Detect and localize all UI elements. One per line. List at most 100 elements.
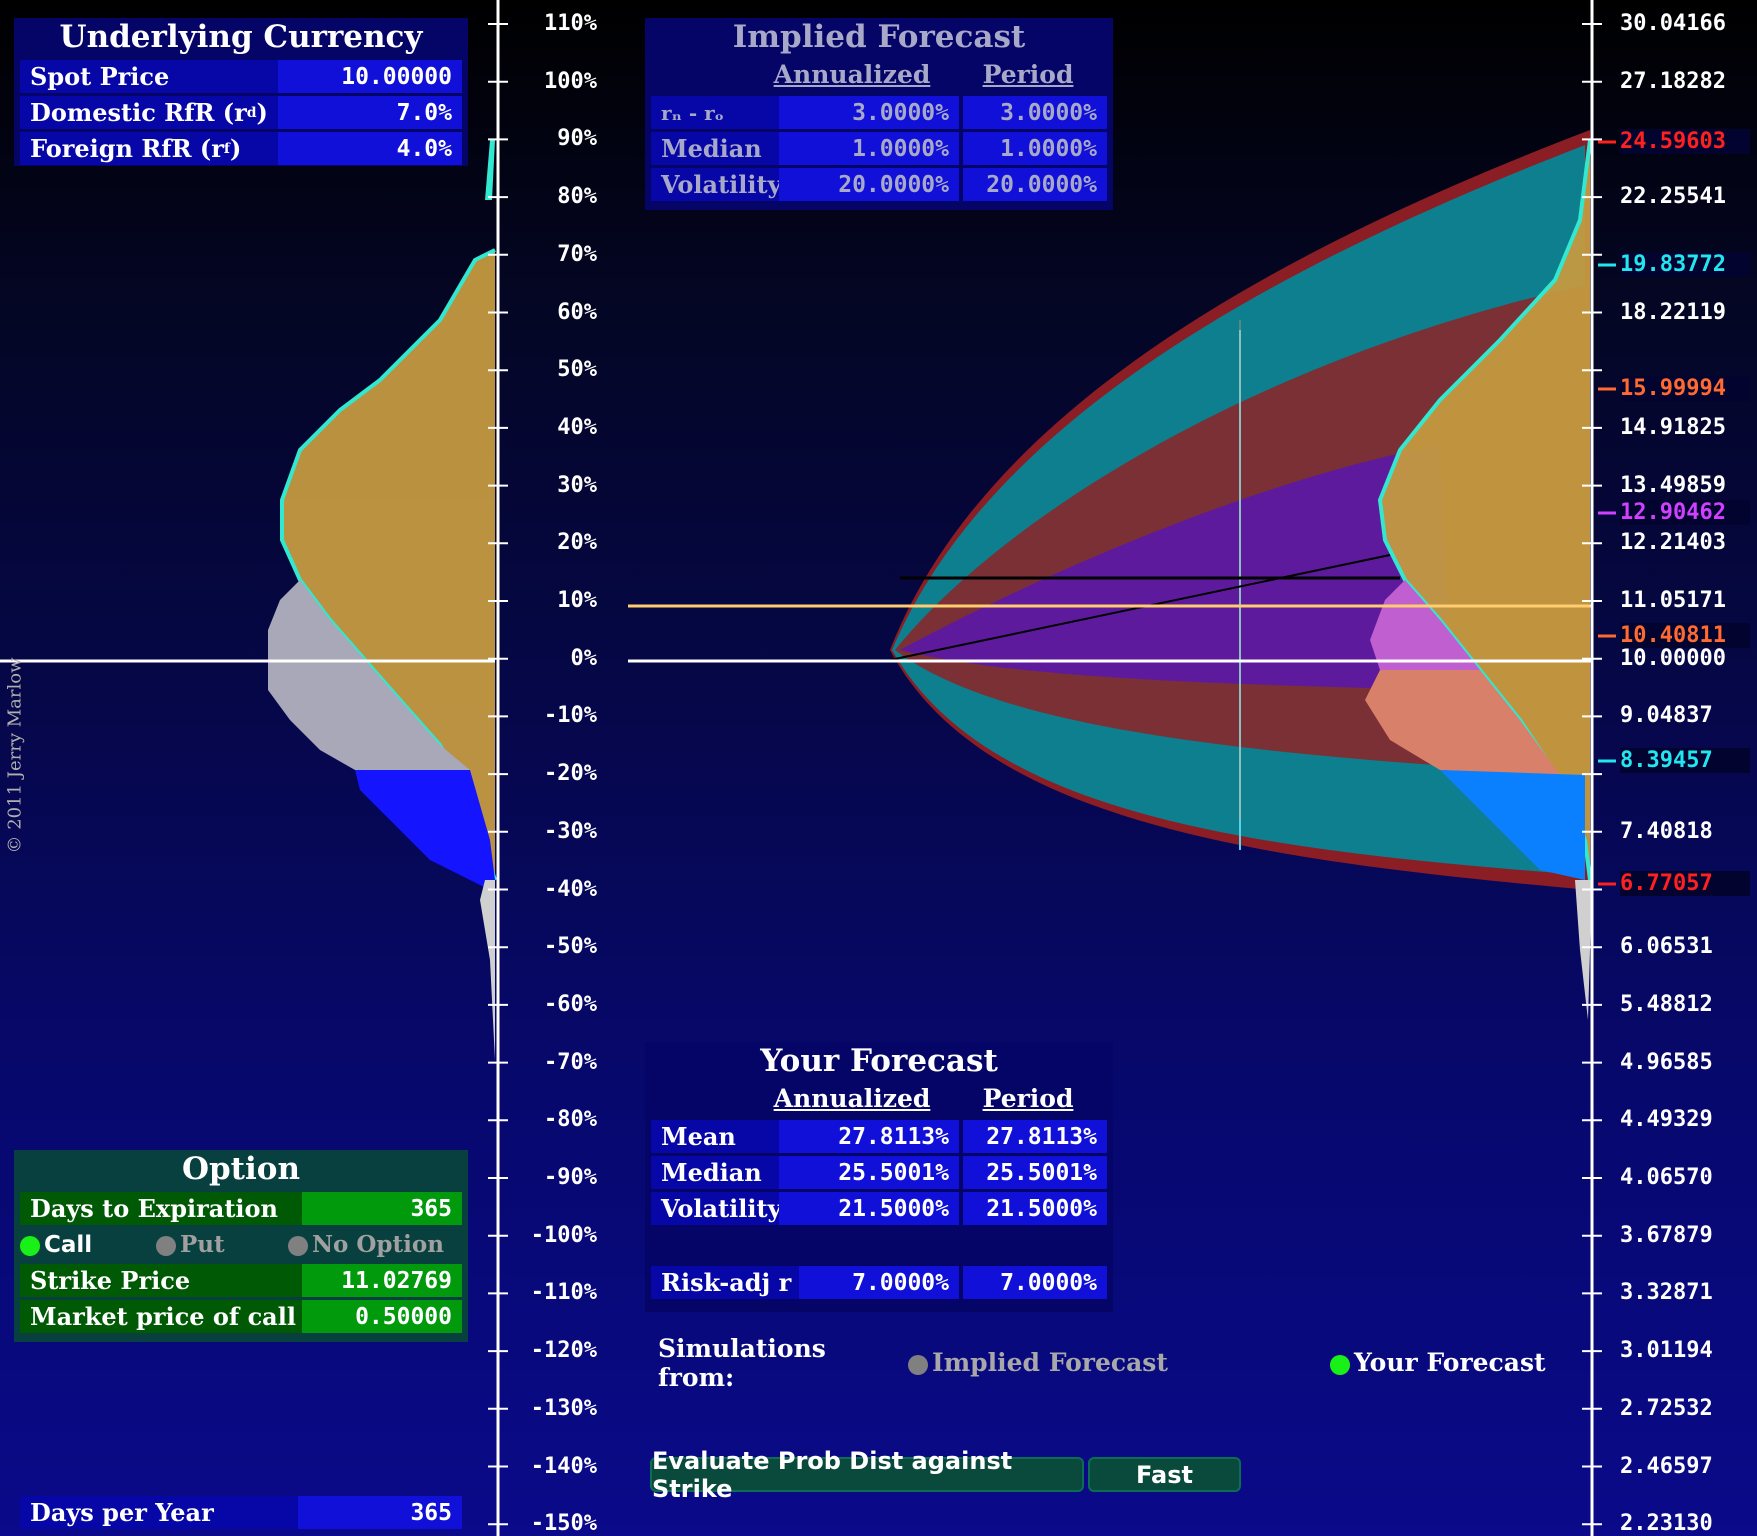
domestic-rfr-text: Domestic RfR (r xyxy=(30,98,247,127)
percent-tick-label: 40% xyxy=(557,414,597,440)
market-price-input[interactable]: 0.50000 xyxy=(302,1300,462,1333)
foreign-rfr-input[interactable]: 4.0% xyxy=(278,132,462,165)
foreign-rfr-text: Foreign RfR (r xyxy=(30,134,224,163)
price-tick-label: 3.01194 xyxy=(1620,1338,1713,1364)
simulations-row: Simulations from: Implied Forecast Your … xyxy=(658,1334,1578,1392)
price-tick-label: 13.49859 xyxy=(1620,472,1726,498)
price-tick-label: 6.06531 xyxy=(1620,934,1713,960)
fan-chart xyxy=(889,130,1590,890)
price-tick-label: 3.32871 xyxy=(1620,1280,1713,1306)
your-forecast-title: Your Forecast xyxy=(760,1043,998,1079)
price-tick-label: 4.49329 xyxy=(1620,1107,1713,1133)
your-median-annual[interactable]: 25.5001% xyxy=(779,1156,959,1189)
percent-tick-label: 100% xyxy=(544,68,597,94)
price-tick-label: 7.40818 xyxy=(1620,818,1713,844)
implied-rdrf-label: rₙ - rₒ xyxy=(651,96,779,129)
your-median-period[interactable]: 25.5001% xyxy=(963,1156,1107,1189)
days-per-year-label: Days per Year xyxy=(20,1496,298,1529)
days-per-year-input[interactable]: 365 xyxy=(298,1496,462,1529)
sim-yours-radio[interactable]: Your Forecast xyxy=(1330,1348,1546,1377)
call-label: Call xyxy=(44,1232,93,1258)
percent-tick-label: -120% xyxy=(530,1338,597,1364)
percent-tick-label: -80% xyxy=(544,1107,597,1133)
percent-tick-label: 110% xyxy=(544,11,597,36)
your-col-annualized: Annualized xyxy=(773,1084,931,1113)
price-tick-label: 22.25541 xyxy=(1620,184,1726,210)
percent-tick-label: 0% xyxy=(570,645,598,671)
your-volatility-period[interactable]: 21.5000% xyxy=(963,1192,1107,1225)
implied-volatility-annual: 20.0000% xyxy=(779,168,959,201)
right-distribution xyxy=(1365,139,1592,1020)
percent-tick-label: -50% xyxy=(544,934,597,960)
your-volatility-label: Volatility xyxy=(651,1192,782,1225)
market-price-label: Market price of call xyxy=(20,1300,302,1333)
price-marker-label: 24.59603 xyxy=(1620,129,1750,154)
price-marker-label: 19.83772 xyxy=(1620,252,1750,277)
put-radio[interactable]: Put xyxy=(156,1231,288,1258)
price-tick-label: 2.72532 xyxy=(1620,1395,1713,1421)
implied-forecast-panel: Implied Forecast Annualized Period rₙ - … xyxy=(645,18,1113,210)
spot-price-input[interactable]: 10.00000 xyxy=(278,60,462,93)
strike-price-label: Strike Price xyxy=(20,1264,302,1297)
price-tick-label: 3.67879 xyxy=(1620,1222,1713,1248)
price-tick-label: 18.22119 xyxy=(1620,299,1726,325)
left-distribution xyxy=(268,140,497,1060)
strike-price-input[interactable]: 11.02769 xyxy=(302,1264,462,1297)
percent-tick-label: -20% xyxy=(544,761,597,787)
price-tick-label: 9.04837 xyxy=(1620,703,1713,729)
implied-title: Implied Forecast xyxy=(732,19,1026,55)
your-mean-label: Mean xyxy=(651,1120,779,1153)
domestic-rfr-input[interactable]: 7.0% xyxy=(278,96,462,129)
percent-tick-label: -60% xyxy=(544,991,597,1017)
percent-tick-label: -140% xyxy=(530,1453,597,1479)
percent-tick-label: -40% xyxy=(544,876,597,902)
percent-tick-label: -150% xyxy=(530,1511,597,1536)
sim-yours-radio-icon xyxy=(1330,1354,1350,1375)
fast-button[interactable]: Fast xyxy=(1088,1457,1241,1492)
percent-tick-label: 90% xyxy=(557,126,597,152)
price-tick-label: 2.23130 xyxy=(1620,1511,1713,1536)
your-mean-annual[interactable]: 27.8113% xyxy=(779,1120,959,1153)
implied-rdrf-annual: 3.0000% xyxy=(779,96,959,129)
no-option-radio[interactable]: No Option xyxy=(288,1231,444,1258)
percent-tick-label: -110% xyxy=(530,1280,597,1306)
percent-tick-label: -70% xyxy=(544,1049,597,1075)
percent-tick-label: 60% xyxy=(557,299,597,325)
risk-adj-label: Risk-adj r xyxy=(651,1266,799,1299)
put-label: Put xyxy=(180,1231,225,1258)
underlying-currency-panel: Underlying Currency Spot Price 10.00000 … xyxy=(14,18,468,166)
days-expiration-label: Days to Expiration xyxy=(20,1192,302,1225)
spot-price-label: Spot Price xyxy=(20,60,278,93)
implied-median-annual: 1.0000% xyxy=(779,132,959,165)
price-tick-label: 4.06570 xyxy=(1620,1165,1713,1190)
risk-adj-period[interactable]: 7.0000% xyxy=(963,1266,1107,1299)
evaluate-button[interactable]: Evaluate Prob Dist against Strike xyxy=(650,1447,1084,1503)
percent-tick-label: 20% xyxy=(557,530,597,556)
call-radio-icon xyxy=(20,1236,40,1256)
percent-tick-label: 70% xyxy=(557,241,597,267)
risk-adj-annual[interactable]: 7.0000% xyxy=(799,1266,959,1299)
price-tick-label: 11.05171 xyxy=(1620,588,1726,613)
sim-implied-radio[interactable]: Implied Forecast xyxy=(908,1348,1330,1377)
your-volatility-annual[interactable]: 21.5000% xyxy=(779,1192,959,1225)
your-forecast-panel: Your Forecast Annualized Period Mean 27.… xyxy=(645,1042,1113,1312)
price-marker-label: 8.39457 xyxy=(1620,748,1750,773)
price-marker-label: 6.77057 xyxy=(1620,871,1750,896)
price-tick-label: 2.46597 xyxy=(1620,1453,1713,1479)
call-radio[interactable]: Call xyxy=(20,1231,156,1258)
days-expiration-input[interactable]: 365 xyxy=(302,1192,462,1225)
foreign-rfr-sub: f xyxy=(223,140,230,157)
percent-tick-label: -130% xyxy=(530,1395,597,1421)
foreign-rfr-label: Foreign RfR (r f) xyxy=(20,132,278,165)
percent-tick-label: 30% xyxy=(557,472,597,498)
implied-median-label: Median xyxy=(651,132,779,165)
your-median-label: Median xyxy=(651,1156,779,1189)
price-tick-label: 30.04166 xyxy=(1620,11,1726,36)
implied-volatility-label: Volatility xyxy=(651,168,782,201)
underlying-title: Underlying Currency xyxy=(59,19,423,55)
no-option-radio-icon xyxy=(288,1236,308,1256)
your-mean-period[interactable]: 27.8113% xyxy=(963,1120,1107,1153)
percent-tick-label: -100% xyxy=(530,1222,597,1248)
percent-tick-label: -30% xyxy=(544,818,597,844)
